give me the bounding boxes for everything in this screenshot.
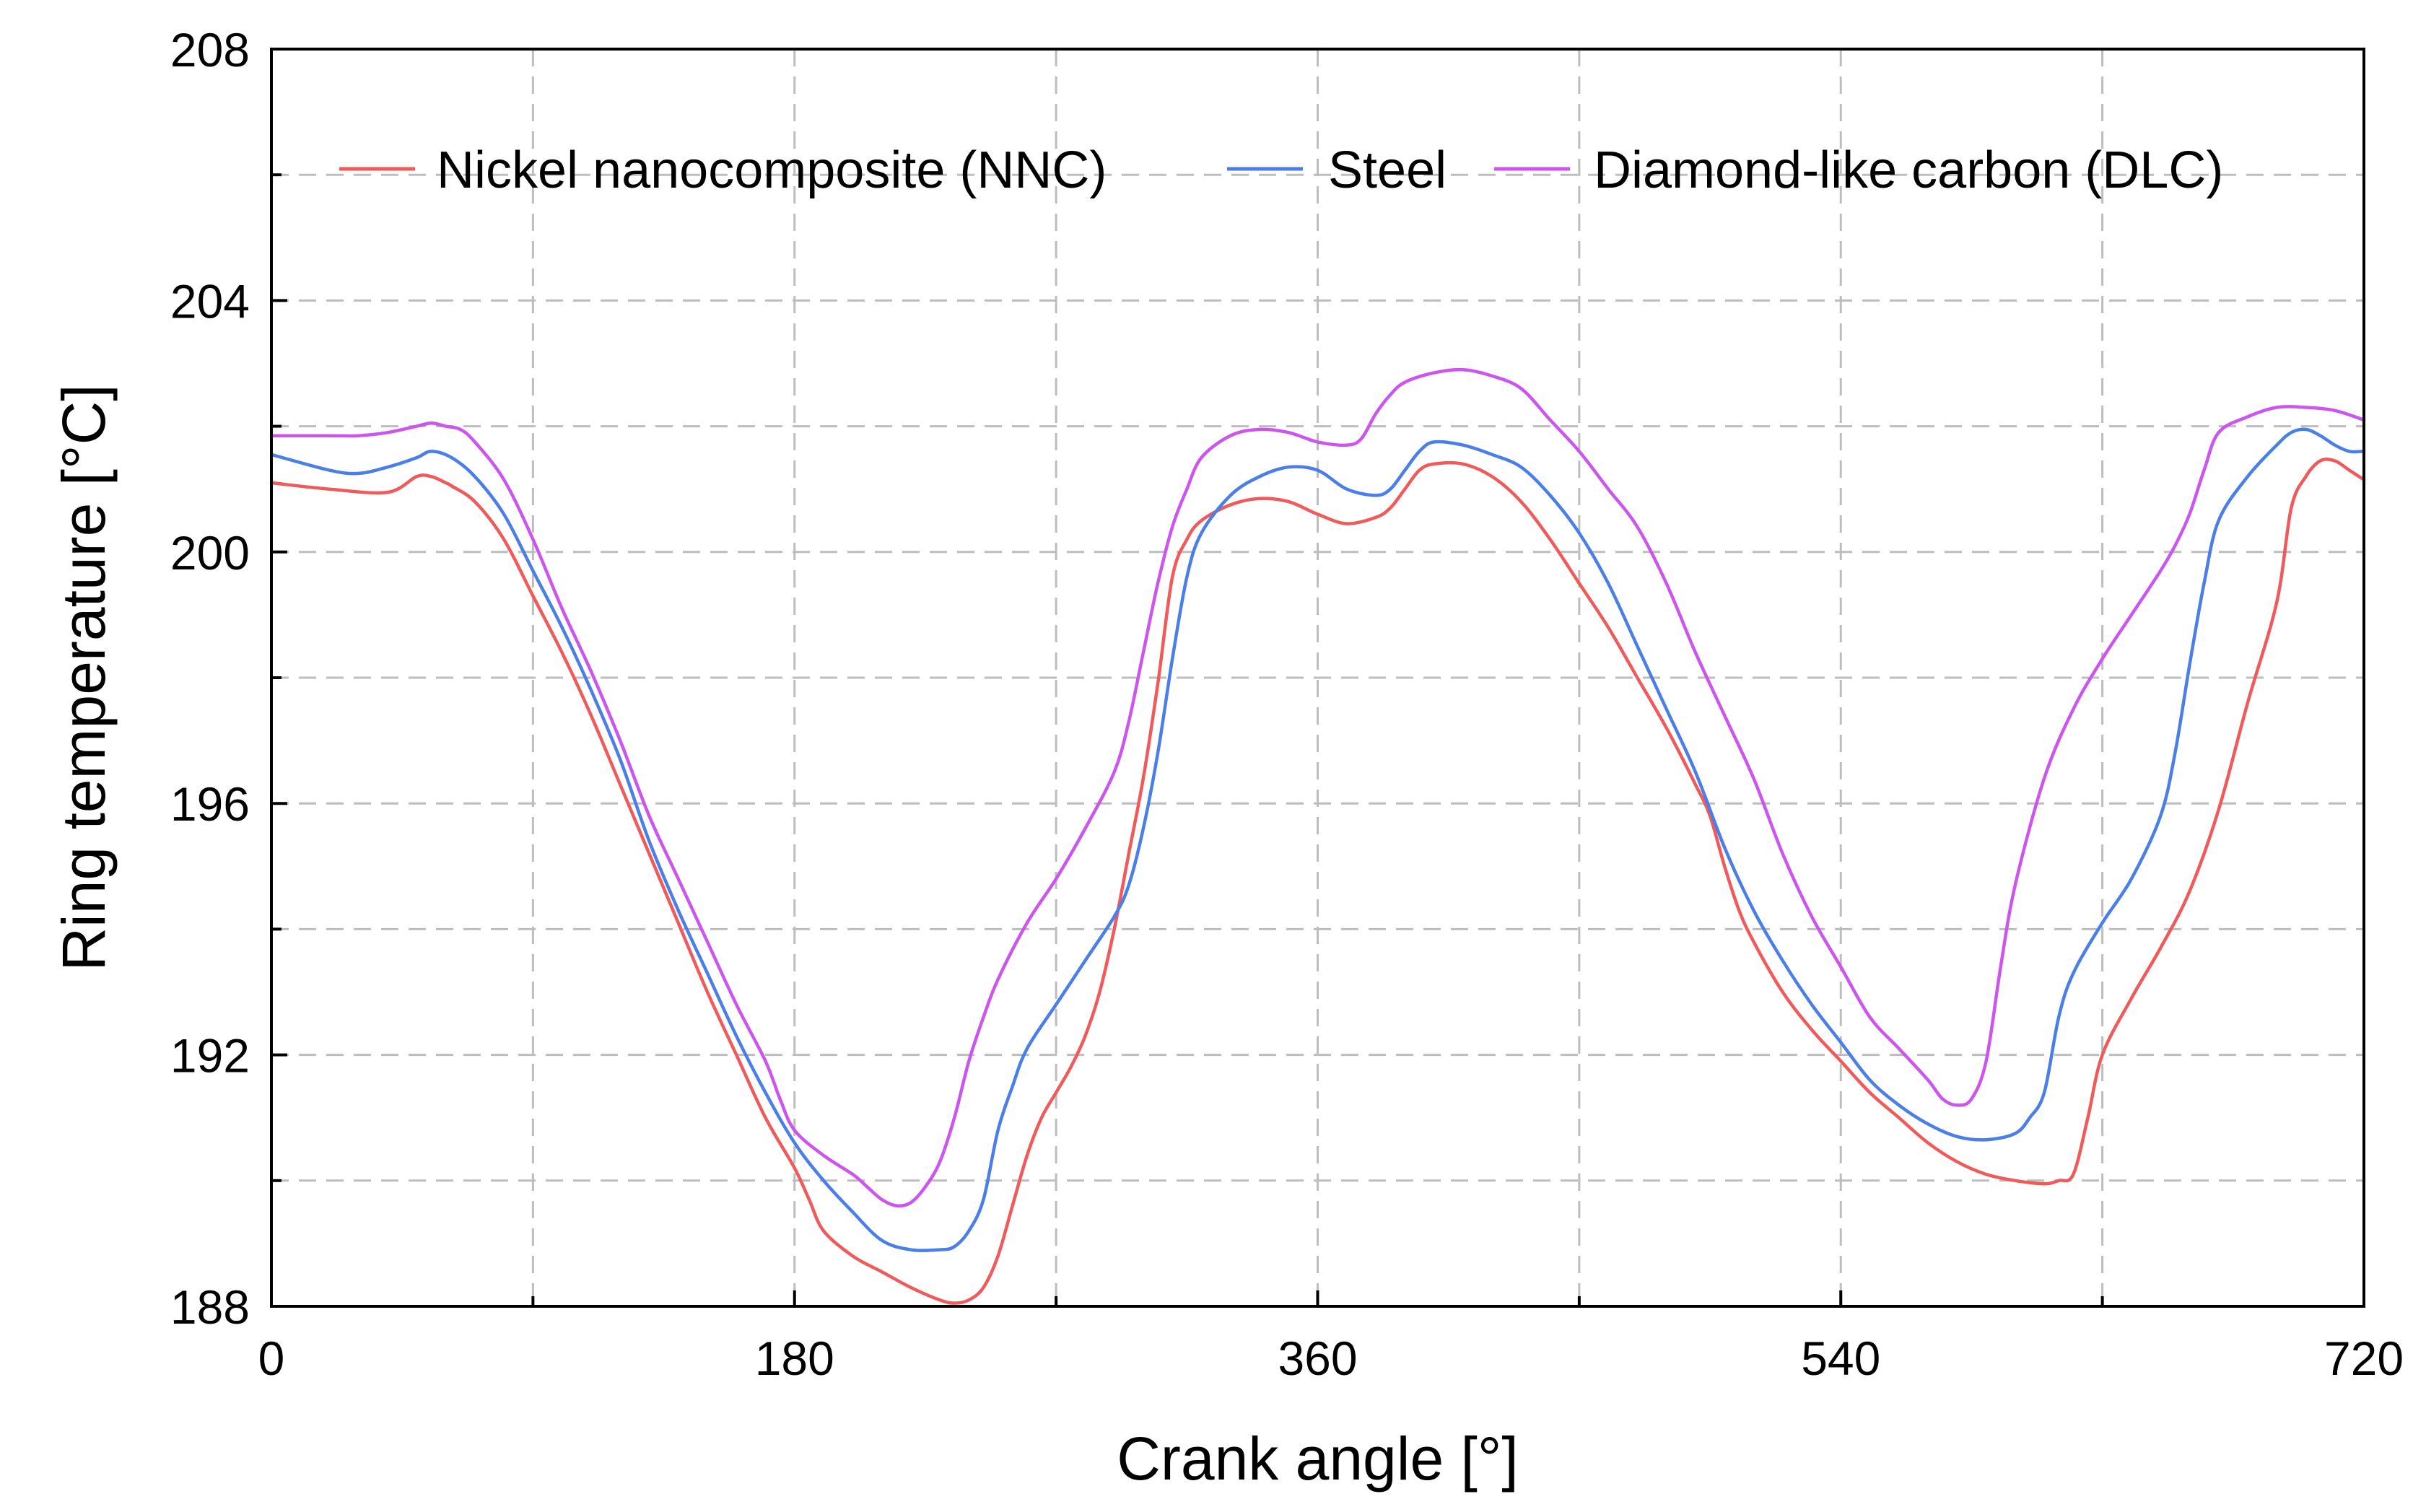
x-tick-label: 180	[755, 1332, 834, 1385]
legend-label: Steel	[1328, 141, 1447, 199]
y-tick-label: 188	[170, 1280, 250, 1334]
legend-item-steel: Steel	[1227, 141, 1447, 199]
y-tick-label: 208	[170, 23, 250, 77]
y-tick-label: 196	[170, 777, 250, 831]
series-line-nnc	[269, 458, 2366, 1305]
series-line-dlc	[269, 367, 2366, 1208]
x-tick-label: 360	[1278, 1332, 1357, 1385]
x-axis-title: Crank angle [°]	[1117, 1425, 1519, 1493]
y-tick-label: 200	[170, 526, 250, 580]
series-line-steel	[269, 427, 2366, 1253]
axis-ticks: 0 180 360 540 720 188 192 196 200 204 208	[170, 23, 2404, 1385]
legend-item-nnc: Nickel nanocomposite (NNC)	[339, 141, 1107, 199]
y-tick-label: 204	[170, 274, 250, 328]
y-tick-label: 192	[170, 1029, 250, 1083]
legend-label: Nickel nanocomposite (NNC)	[437, 141, 1107, 199]
x-tick-label: 720	[2324, 1332, 2404, 1385]
x-tick-label: 0	[258, 1332, 285, 1385]
legend-label: Diamond-like carbon (DLC)	[1594, 141, 2223, 199]
legend: Nickel nanocomposite (NNC) Steel Diamond-l…	[339, 141, 2223, 199]
series-lines	[269, 367, 2366, 1305]
x-tick-label: 540	[1801, 1332, 1880, 1385]
y-axis-title: Ring temperature [°C]	[50, 384, 118, 971]
legend-item-dlc: Diamond-like carbon (DLC)	[1494, 141, 2223, 199]
